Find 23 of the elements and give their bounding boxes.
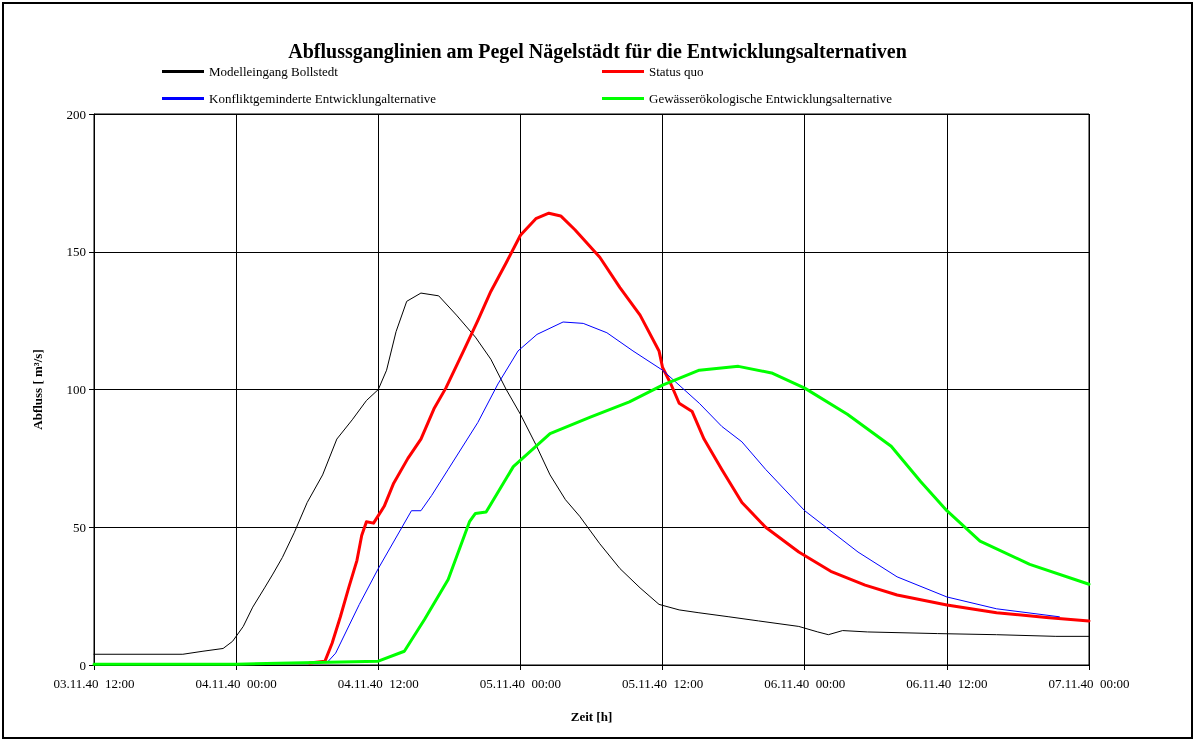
x-tick-label: 03.11.40 12:00 — [53, 676, 135, 691]
legend-label: Gewässerökologische Entwicklungsalternative — [649, 91, 893, 106]
y-tick-label: 50 — [73, 519, 86, 535]
x-tick-label: 04.11.40 00:00 — [195, 676, 277, 691]
line-series — [308, 211, 1091, 665]
x-tick-label: 07.11.40 00:00 — [1048, 676, 1130, 691]
y-tick-label: 200 — [66, 106, 86, 122]
y-axis-title: Abfluss [ m³/s] — [30, 349, 45, 430]
legend-label: Status quo — [649, 64, 704, 79]
line-series — [92, 364, 1091, 666]
line-series — [326, 321, 1060, 663]
y-tick-label: 0 — [79, 657, 86, 673]
chart-title: Abflussganglinien am Pegel Nägelstädt für die Entwicklungsalternativen — [288, 40, 907, 63]
x-tick-label: 06.11.40 00:00 — [764, 676, 846, 691]
y-tick-label: 100 — [66, 382, 86, 397]
x-tick-label: 06.11.40 12:00 — [906, 676, 988, 691]
x-tick-label: 05.11.40 00:00 — [479, 676, 561, 691]
x-tick-label: 04.11.40 12:00 — [337, 676, 419, 691]
legend-label: Modelleingang Bollstedt — [209, 64, 339, 79]
legend-label: Konfliktgeminderte Entwicklungalternative — [209, 91, 437, 106]
x-axis-title: Zeit [h] — [570, 709, 613, 724]
x-tick-label: 05.11.40 12:00 — [622, 676, 704, 691]
y-tick-label: 150 — [66, 244, 86, 260]
